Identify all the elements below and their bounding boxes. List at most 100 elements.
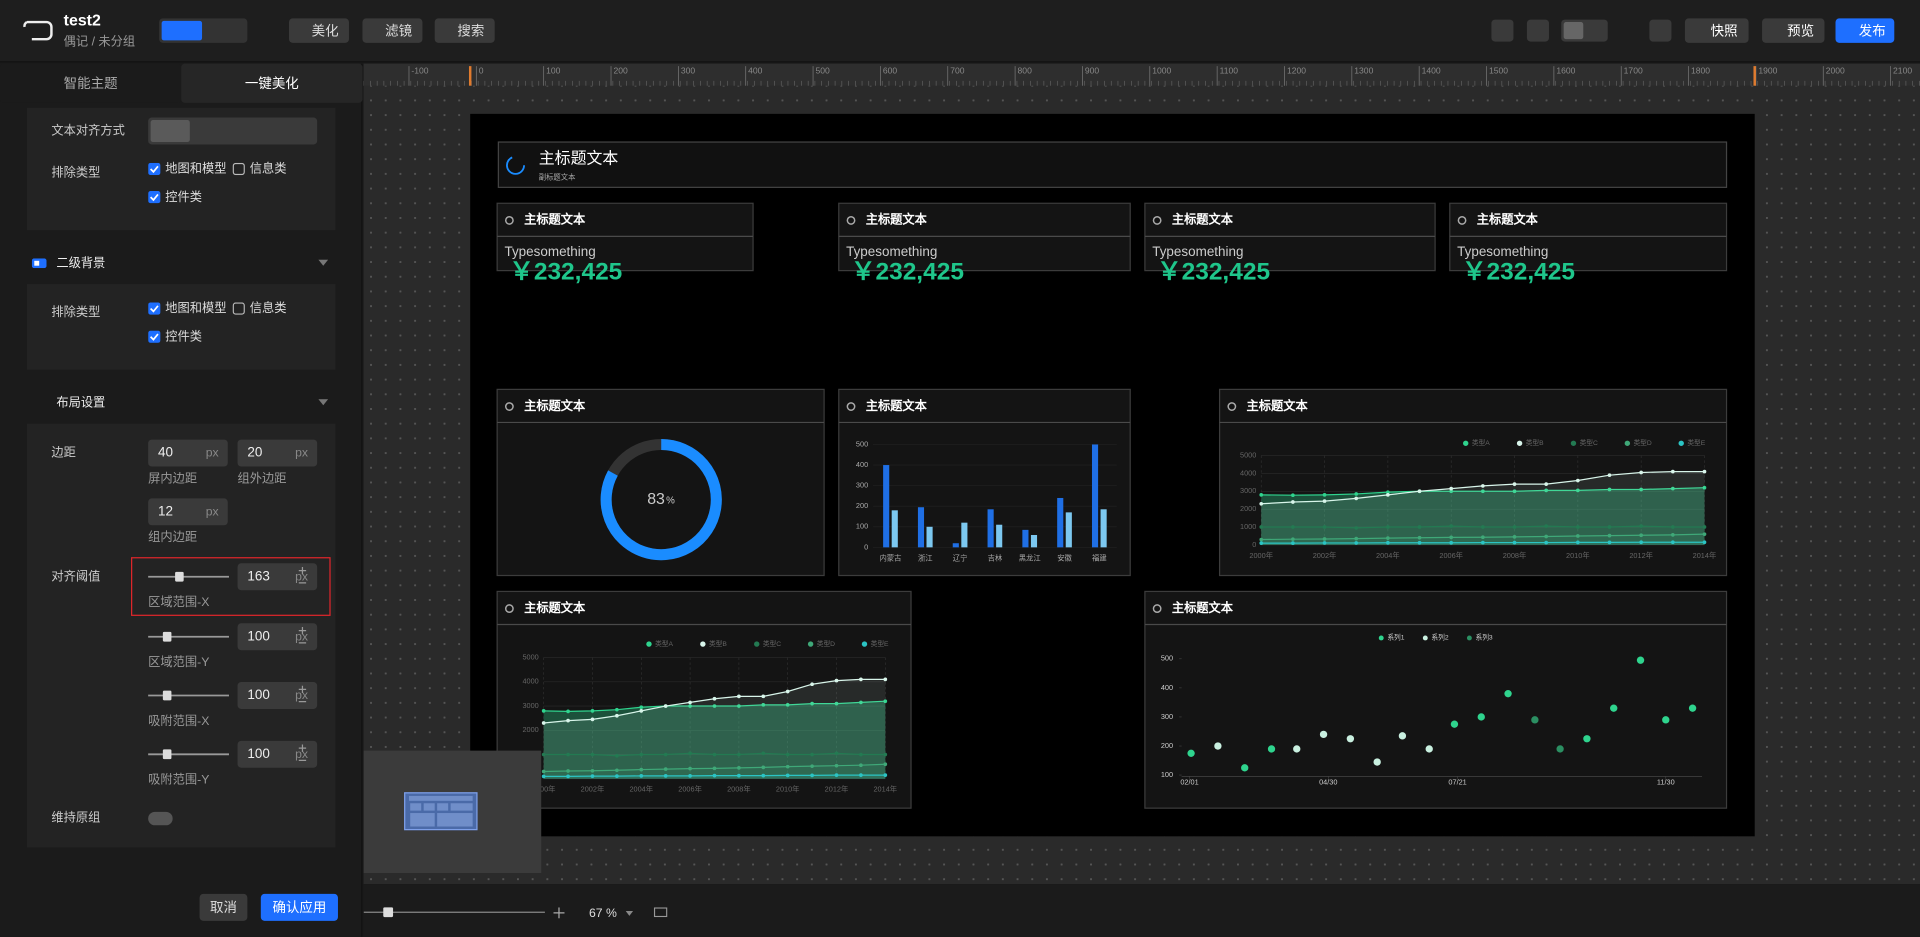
theme-active[interactable]	[1563, 22, 1584, 40]
input-value: 100	[247, 687, 270, 703]
spinner[interactable]	[298, 743, 308, 765]
spinner[interactable]	[298, 626, 308, 648]
icon-button[interactable]	[1526, 19, 1549, 42]
area-point	[1417, 535, 1422, 540]
y-tick-label: 3000	[1240, 486, 1256, 495]
tab[interactable]: 智能主题	[0, 63, 182, 103]
area-point	[1544, 524, 1549, 528]
x-tick-label: 2012年	[1629, 551, 1653, 560]
scatter-point	[1556, 745, 1564, 753]
chevron[interactable]	[318, 399, 329, 406]
area-point	[663, 704, 668, 708]
number-input[interactable]	[148, 498, 228, 526]
chevron[interactable]	[318, 259, 329, 267]
keyboard-icon[interactable]	[653, 907, 668, 918]
input-caption: 吸附范围-X	[148, 714, 210, 728]
ruler-label: -100	[411, 65, 428, 75]
ruler	[363, 63, 1920, 86]
number-input[interactable]	[148, 439, 228, 467]
slider[interactable]	[146, 747, 232, 762]
checkbox[interactable]	[148, 302, 161, 315]
chevron[interactable]	[625, 911, 634, 917]
zoom-in[interactable]	[553, 907, 565, 919]
slider[interactable]	[146, 569, 232, 584]
minimap-block	[437, 813, 473, 827]
slider[interactable]	[146, 629, 232, 644]
area-point	[1670, 540, 1675, 545]
align-active[interactable]	[150, 120, 190, 143]
area-point	[663, 774, 668, 778]
checkbox[interactable]	[232, 302, 245, 315]
tab-active[interactable]: 一键美化	[181, 63, 363, 103]
area-point	[639, 774, 644, 778]
input-value: 40	[157, 445, 173, 461]
area-point	[1354, 492, 1359, 496]
confirm-button[interactable]: 确认应用	[260, 893, 338, 921]
tool-button[interactable]: 美化	[288, 18, 349, 43]
area-point	[1417, 489, 1422, 494]
slider[interactable]	[146, 688, 232, 703]
input-unit: px	[295, 630, 309, 644]
x-tick-label: 2000年	[1249, 551, 1273, 560]
area-point	[1639, 540, 1644, 545]
area-point	[1670, 486, 1675, 491]
number-input[interactable]	[237, 623, 318, 651]
spinner[interactable]	[298, 566, 308, 588]
area-point	[615, 713, 619, 718]
ruler-label: 300	[681, 65, 696, 75]
cancel-button[interactable]: 取消	[199, 893, 248, 921]
legend-label: 类型C	[1580, 438, 1598, 447]
icon-button[interactable]	[1649, 19, 1672, 42]
area-point	[1576, 478, 1580, 483]
area-point	[737, 694, 741, 699]
area-point	[1481, 484, 1485, 488]
checkbox[interactable]	[232, 162, 245, 176]
number-input[interactable]	[237, 563, 318, 591]
area-point	[1449, 535, 1454, 540]
area-point	[1386, 490, 1390, 494]
checkbox[interactable]	[148, 162, 161, 176]
area-point	[1417, 525, 1422, 529]
ruler-label: 1100	[1220, 65, 1239, 75]
area-point	[1386, 540, 1390, 545]
ruler-label: 2100	[1893, 65, 1912, 75]
legend-marker	[1422, 635, 1428, 641]
area-point	[688, 700, 692, 705]
ruler-label: 1200	[1287, 65, 1306, 75]
area-point	[810, 764, 814, 769]
area-point	[761, 773, 766, 778]
spinner[interactable]	[298, 684, 308, 706]
panel-title: 主标题文本	[866, 212, 928, 227]
input-unit: px	[205, 446, 219, 460]
action-button[interactable]: 发布	[1835, 18, 1895, 43]
panel-icon	[1457, 216, 1467, 225]
icon-button[interactable]	[1491, 19, 1514, 42]
action-button[interactable]: 预览	[1762, 18, 1825, 43]
mode-active[interactable]	[161, 20, 203, 41]
input-caption: 组外边距	[237, 472, 287, 486]
zoom-slider[interactable]	[363, 905, 548, 920]
ruler-label: 1400	[1422, 65, 1441, 75]
bar	[926, 526, 933, 548]
scatter-point	[1531, 716, 1539, 724]
area-point	[663, 767, 668, 771]
number-input[interactable]	[237, 439, 318, 467]
area-point	[761, 694, 766, 699]
switch[interactable]	[148, 811, 173, 826]
scatter-point	[1662, 716, 1670, 724]
action-button[interactable]: 快照	[1684, 18, 1749, 43]
tool-button[interactable]: 搜索	[434, 18, 495, 43]
tool-button[interactable]: 滤镜	[362, 18, 423, 43]
number-input[interactable]	[237, 682, 318, 709]
bar	[1100, 509, 1107, 548]
input-unit: px	[295, 688, 309, 703]
area-point	[1639, 487, 1644, 492]
number-input[interactable]	[237, 740, 318, 768]
bar	[1065, 512, 1072, 548]
x-tick-label: 辽宁	[953, 553, 968, 562]
checkbox[interactable]	[148, 330, 161, 343]
checkbox[interactable]	[148, 191, 161, 204]
area-point	[1670, 469, 1675, 474]
panel-title: 主标题文本	[524, 398, 586, 413]
area-point	[1670, 533, 1675, 537]
